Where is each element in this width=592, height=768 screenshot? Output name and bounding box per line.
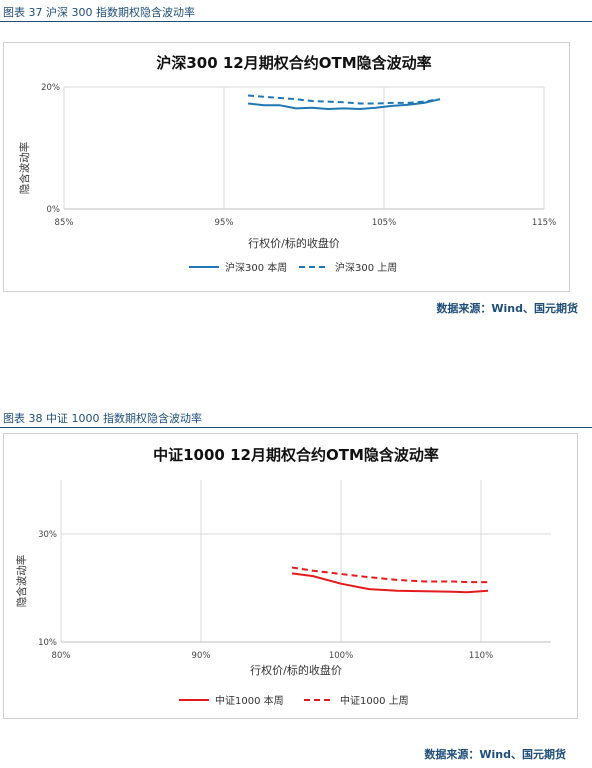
caption-divider xyxy=(0,427,592,428)
y-tick-label: 30% xyxy=(38,530,57,540)
legend-label: 沪深300 本周 xyxy=(225,261,287,274)
x-tick-label: 110% xyxy=(469,651,493,661)
x-axis-label: 行权价/标的收盘价 xyxy=(250,663,342,677)
figure-caption: 图表 37 沪深 300 指数期权隐含波动率 xyxy=(3,6,195,19)
series-line-1 xyxy=(247,98,441,110)
y-axis-label: 隐含波动率 xyxy=(18,142,31,195)
line-chart-hs300: 沪深300 12月期权合约OTM隐含波动率 85% 95% 105% 115% 0% 20%… xyxy=(18,54,556,274)
caption-divider xyxy=(0,21,592,22)
chart-title: 中证1000 12月期权合约OTM隐含波动率 xyxy=(153,446,439,464)
legend-label: 中证1000 本周 xyxy=(215,694,284,707)
x-tick-label: 80% xyxy=(52,651,71,661)
x-tick-label: 115% xyxy=(532,218,556,228)
chart-title: 沪深300 12月期权合约OTM隐含波动率 xyxy=(156,54,431,72)
series-line-1 xyxy=(291,572,489,594)
legend-label: 中证1000 上周 xyxy=(340,694,409,707)
y-tick-label: 20% xyxy=(41,83,60,93)
data-source: 数据来源：Wind、国元期货 xyxy=(436,302,578,315)
x-tick-label: 95% xyxy=(215,218,234,228)
figure-caption: 图表 38 中证 1000 指数期权隐含波动率 xyxy=(3,412,202,425)
x-axis-label: 行权价/标的收盘价 xyxy=(248,236,340,250)
x-tick-label: 105% xyxy=(372,218,396,228)
line-chart-zz1000: 中证1000 12月期权合约OTM隐含波动率 80% 90% 100% 110% 10% 3… xyxy=(15,446,551,707)
chart-frame: 沪深300 12月期权合约OTM隐含波动率 85% 95% 105% 115% 0% 20%… xyxy=(3,42,570,292)
x-tick-label: 85% xyxy=(55,218,74,228)
y-tick-label: 0% xyxy=(47,205,61,215)
chart-frame: 中证1000 12月期权合约OTM隐含波动率 80% 90% 100% 110% 10% 3… xyxy=(3,433,578,719)
x-tick-label: 90% xyxy=(192,651,211,661)
series-line-2 xyxy=(291,566,488,584)
y-tick-label: 10% xyxy=(38,638,57,648)
data-source: 数据来源：Wind、国元期货 xyxy=(424,748,566,761)
y-axis-label: 隐含波动率 xyxy=(15,555,28,608)
legend-label: 沪深300 上周 xyxy=(335,261,397,274)
x-tick-label: 100% xyxy=(329,651,353,661)
series-line-2 xyxy=(247,94,441,105)
